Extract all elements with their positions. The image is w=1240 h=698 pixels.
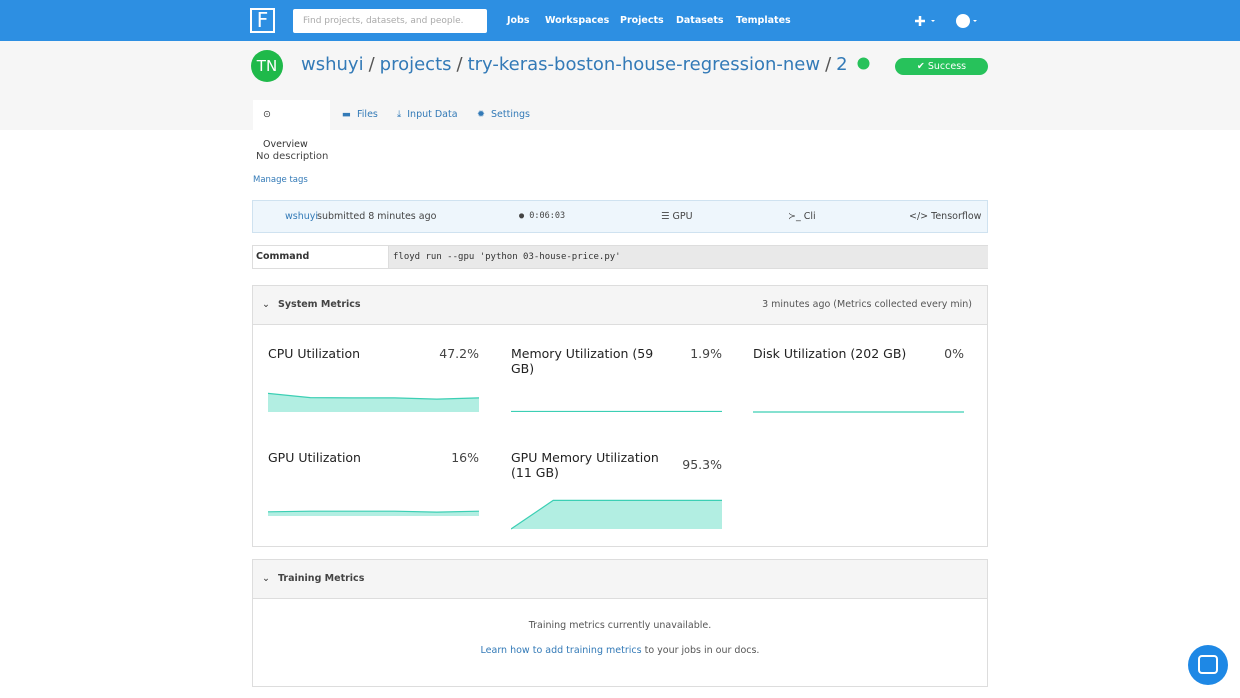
nav-link[interactable]: Templates (736, 15, 791, 26)
public-icon (857, 57, 870, 70)
metric-value: 47.2% (439, 346, 479, 361)
metric-title: GPU Utilization (268, 450, 361, 465)
sparkline-line (268, 510, 479, 513)
crumb[interactable]: 2 (836, 54, 848, 75)
avatar: TN (251, 50, 283, 82)
tab[interactable]: ✹ Settings (477, 109, 530, 120)
help-link[interactable]: Learn how to add training metrics (480, 645, 642, 656)
nav-link[interactable]: Jobs (507, 15, 530, 26)
metric-value: 95.3% (682, 457, 722, 472)
tab-label: Files (357, 109, 378, 120)
nav-link[interactable]: Workspaces (545, 15, 610, 26)
metric-value: 0% (944, 346, 964, 361)
crumb[interactable]: wshuyi (301, 54, 364, 75)
manage-tags[interactable]: Manage tags (253, 175, 308, 185)
crumb[interactable]: projects (379, 54, 452, 75)
search-box[interactable]: Find projects, datasets, and people. (293, 9, 487, 33)
instance: GPU (672, 211, 693, 222)
sparkline (268, 392, 479, 412)
sparkline (511, 499, 722, 530)
logo[interactable]: F (250, 8, 275, 33)
submitted: submitted 8 minutes ago (317, 211, 437, 222)
metric-title: GPU Memory Utilization (11 GB) (511, 450, 659, 480)
message: Training metrics currently unavailable. (528, 620, 712, 631)
sparkline-line (511, 499, 722, 530)
panel-title: System Metrics (278, 299, 361, 310)
metric-value: 1.9% (690, 346, 722, 361)
sparkline (268, 510, 479, 516)
separator: / (456, 54, 463, 75)
nav-link[interactable]: Projects (620, 15, 664, 26)
tab[interactable]: ▬ Files (342, 109, 378, 120)
tab[interactable]: ⤓ Input Data (397, 109, 458, 120)
sparkline-line (268, 392, 479, 400)
sparkline-area (511, 500, 722, 529)
duration: 0:06:03 (529, 211, 566, 221)
updated: 3 minutes ago (Metrics collected every m… (762, 299, 972, 310)
tab-label: Overview (263, 139, 308, 150)
chat-button[interactable] (1188, 645, 1228, 685)
sparkline (511, 410, 722, 413)
command-label: Command (256, 251, 310, 262)
separator: / (368, 54, 375, 75)
nav-link[interactable]: Datasets (676, 15, 724, 26)
metric-value: 16% (451, 450, 479, 465)
sparkline (753, 411, 964, 413)
panel-header[interactable]: ⌄ System Metrics 3 minutes ago (Metrics … (253, 286, 987, 325)
tab[interactable]: ⊙ Overview (253, 100, 330, 150)
panel-header[interactable]: ⌄ Training Metrics (253, 560, 987, 599)
info-bar: wshuyi submitted 8 minutes ago ● 0:06:03… (252, 200, 988, 233)
description: No description (256, 151, 329, 162)
metric-title: Memory Utilization (59 GB) (511, 346, 654, 376)
tab-label: Settings (491, 109, 530, 120)
command-row: Command floyd run --gpu 'python 03-house… (252, 245, 988, 269)
user-link[interactable]: wshuyi (285, 211, 319, 222)
metric-title: Disk Utilization (202 GB) (753, 346, 907, 361)
panel-title: Training Metrics (278, 573, 365, 584)
crumb[interactable]: try-keras-boston-house-regression-new (467, 54, 821, 75)
separator: / (825, 54, 832, 75)
status-badge: ✔ Success (895, 58, 988, 75)
breadcrumb: wshuyi / projects / try-keras-boston-house-r… (301, 54, 870, 75)
mode: Cli (803, 211, 816, 222)
training-metrics-panel: ⌄ Training Metrics Training metrics curr… (252, 559, 988, 687)
help-suffix: to your jobs in our docs. (644, 645, 760, 656)
header (0, 41, 1240, 130)
nav-bar: F Find projects, datasets, and people. J… (0, 0, 1240, 41)
system-metrics-panel: ⌄ System Metrics 3 minutes ago (Metrics … (252, 285, 988, 547)
tab-label: Input Data (407, 109, 458, 120)
command-text: floyd run --gpu 'python 03-house-price.p… (388, 246, 988, 268)
nav-icons[interactable] (915, 12, 985, 30)
metric-title: CPU Utilization (268, 346, 361, 361)
help-text: Learn how to add training metrics to you… (253, 645, 987, 656)
status-text: Success (927, 61, 967, 72)
environment: Tensorflow (931, 211, 982, 222)
